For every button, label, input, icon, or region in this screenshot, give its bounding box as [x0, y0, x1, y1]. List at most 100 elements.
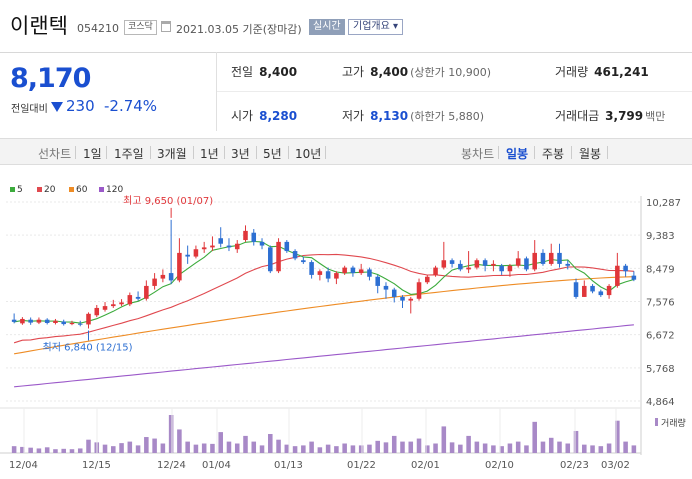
candle-weekly[interactable]: 주봉: [542, 147, 565, 161]
x-tick-label: 12/15: [82, 460, 111, 471]
volume-bar: [334, 446, 339, 453]
prev-close-value: 8,400: [259, 65, 298, 79]
candle-body: [515, 258, 521, 266]
candle-body: [177, 252, 182, 281]
candle-body: [400, 296, 405, 301]
candle-body: [499, 265, 504, 272]
volume-bar: [276, 439, 281, 453]
volume-bar: [375, 440, 380, 453]
candle-body: [243, 230, 248, 241]
candle-body: [491, 263, 496, 266]
volume-bar: [53, 449, 58, 453]
candle-body: [524, 258, 529, 270]
volume-bar: [425, 445, 430, 453]
candle-daily[interactable]: 일봉: [506, 147, 529, 161]
candle-body: [119, 302, 124, 305]
candle-body: [325, 271, 331, 279]
candle-body: [185, 254, 190, 257]
divider: [193, 146, 194, 159]
candle-body: [44, 319, 50, 323]
candle-body: [276, 241, 281, 272]
volume-bar: [193, 444, 199, 453]
legend-label: 5: [17, 185, 23, 195]
candle-body: [334, 273, 339, 279]
prev-compare-label: 전일대비: [11, 104, 48, 115]
volume-bar: [185, 441, 190, 453]
market-badge: 코스닥: [124, 20, 157, 35]
divider: [498, 146, 499, 159]
x-tick-label: 02/01: [411, 460, 440, 471]
period-5y[interactable]: 5년: [263, 147, 282, 161]
volume-bar: [168, 415, 174, 453]
period-10y[interactable]: 10년: [295, 147, 322, 161]
stock-name: 이랜텍: [10, 14, 68, 38]
volume-bar: [499, 446, 504, 453]
volume-bar: [268, 434, 273, 453]
realtime-button[interactable]: 실시간: [309, 19, 345, 35]
divider: [571, 146, 572, 159]
period-3y[interactable]: 3년: [231, 147, 250, 161]
legend-label: 20: [44, 185, 56, 195]
volume-bar: [36, 448, 42, 453]
volume-bar: [615, 420, 620, 453]
volume-bar: [573, 430, 579, 453]
candle-body: [623, 265, 628, 272]
volume-bar: [532, 421, 537, 453]
candle-chart-label[interactable]: 봉차트: [461, 147, 495, 161]
volume-bar: [251, 441, 257, 453]
volume-bar: [135, 445, 141, 453]
volume-bar: [317, 447, 323, 453]
candle-monthly[interactable]: 월봉: [579, 147, 602, 161]
divider: [607, 146, 608, 159]
volume-bar: [367, 444, 372, 453]
volume-bar: [507, 443, 513, 453]
period-1w[interactable]: 1주일: [114, 147, 144, 161]
candle-body: [615, 265, 620, 286]
x-tick-label: 02/23: [560, 460, 589, 471]
divider: [150, 146, 151, 159]
company-overview-dropdown[interactable]: 기업개요 ▾: [348, 19, 403, 35]
divider: [217, 91, 692, 92]
volume-bar: [391, 435, 397, 453]
candle-body: [234, 243, 240, 250]
volume-bar: [383, 442, 389, 453]
x-tick-label: 12/24: [157, 460, 186, 471]
candle-body: [268, 247, 273, 272]
period-1d[interactable]: 1일: [83, 147, 102, 161]
volume-value: 461,241: [594, 65, 649, 79]
line-chart-label[interactable]: 선차트: [38, 147, 72, 161]
y-tick-label: 5,768: [646, 364, 675, 375]
volume-bar: [243, 435, 248, 453]
y-tick-label: 7,576: [646, 297, 675, 308]
volume-bar: [144, 437, 149, 453]
chart-toolbar: 선차트 1일 1주일 3개월 1년 3년 5년 10년 봉차트 일봉 주봉 월봉: [0, 138, 692, 165]
candle-body: [375, 276, 380, 286]
upper-limit: (상한가 10,900): [410, 66, 491, 79]
legend-label: 120: [106, 185, 124, 195]
volume-bar: [119, 443, 124, 453]
candle-body: [152, 278, 157, 286]
divider: [106, 146, 107, 159]
candle-body: [532, 252, 537, 270]
legend-swatch: [69, 187, 74, 192]
candle-body: [36, 319, 42, 323]
candle-body: [416, 282, 422, 299]
amount-unit: 백만: [645, 110, 666, 123]
candle-body: [20, 318, 25, 324]
open-stat: 시가 8,280: [231, 107, 297, 124]
volume-legend-swatch: [655, 418, 658, 426]
legend-swatch: [37, 187, 42, 192]
volume-bar: [309, 441, 314, 453]
period-3m[interactable]: 3개월: [157, 147, 187, 161]
candle-body: [482, 260, 488, 266]
x-tick-label: 03/02: [601, 460, 630, 471]
prev-close-label: 전일: [231, 65, 254, 79]
volume-bar: [482, 443, 488, 453]
volume-bar: [458, 444, 463, 453]
candle-body: [507, 265, 513, 272]
period-1y[interactable]: 1년: [200, 147, 219, 161]
price-change-percent: -2.74%: [104, 97, 158, 115]
candle-body: [540, 252, 546, 264]
volume-label: 거래량: [661, 417, 686, 429]
candle-body: [292, 251, 298, 259]
